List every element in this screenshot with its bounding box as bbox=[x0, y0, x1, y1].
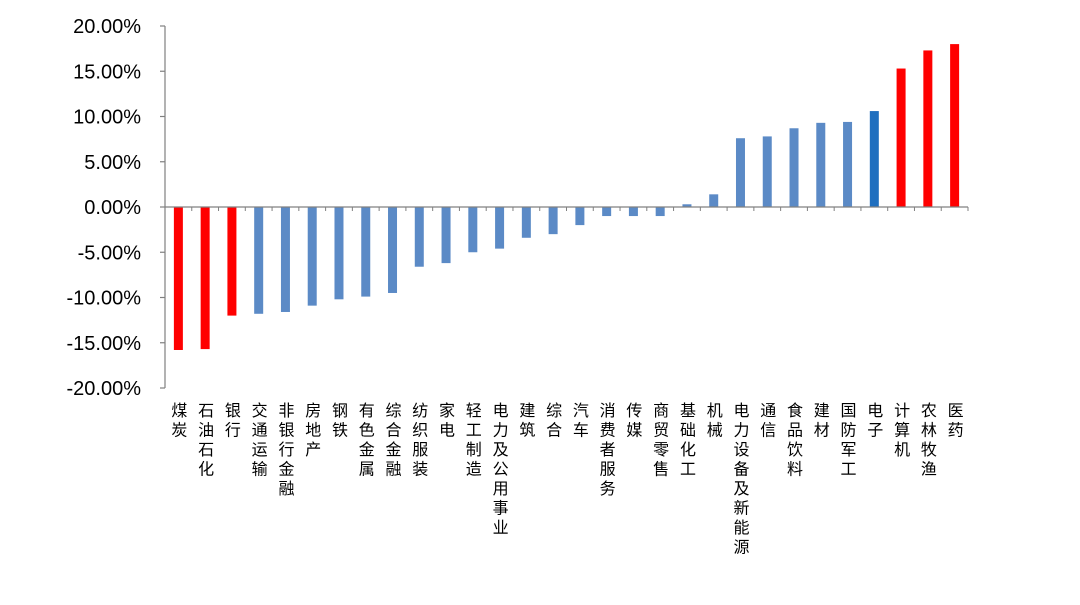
x-category-label: 通信 bbox=[760, 401, 776, 440]
y-tick-label: -5.00% bbox=[78, 242, 142, 264]
x-category-label: 基础化工 bbox=[680, 401, 696, 479]
bar-建筑 bbox=[521, 207, 531, 238]
bar-汽车 bbox=[575, 207, 585, 226]
x-category-label: 电力设备及新能源 bbox=[733, 401, 749, 557]
bar-消费者服务 bbox=[602, 207, 612, 217]
x-category-label: 建材 bbox=[814, 401, 830, 440]
bar-基础化工 bbox=[682, 204, 692, 207]
bar-煤炭 bbox=[173, 207, 183, 350]
bar-机械 bbox=[709, 194, 719, 207]
y-tick-label: -15.00% bbox=[67, 333, 142, 355]
x-category-label: 电力及公用事业 bbox=[493, 401, 509, 537]
x-category-label: 钢铁 bbox=[332, 401, 348, 440]
x-category-label: 石油石化 bbox=[198, 401, 214, 479]
bar-国防军工 bbox=[843, 121, 853, 207]
bar-电子 bbox=[869, 111, 879, 207]
bar-通信 bbox=[762, 136, 772, 207]
y-tick-label: -20.00% bbox=[67, 378, 142, 400]
bar-建材 bbox=[816, 122, 826, 207]
bar-医药 bbox=[950, 44, 960, 207]
x-category-label: 机械 bbox=[707, 401, 723, 440]
x-category-label: 农林牧渔 bbox=[921, 401, 937, 479]
x-category-label: 计算机 bbox=[894, 401, 910, 459]
x-category-label: 商贸零售 bbox=[653, 401, 669, 479]
y-tick-label: 10.00% bbox=[73, 107, 141, 129]
bar-传媒 bbox=[628, 207, 638, 217]
y-tick-label: -10.00% bbox=[67, 288, 142, 310]
x-category-label: 有色金属 bbox=[359, 401, 375, 479]
x-category-label: 轻工制造 bbox=[466, 401, 482, 479]
x-category-label: 纺织服装 bbox=[412, 401, 428, 479]
bar-钢铁 bbox=[334, 207, 344, 300]
bar-银行 bbox=[227, 207, 237, 316]
bar-房地产 bbox=[307, 207, 317, 306]
bar-农林牧渔 bbox=[923, 50, 933, 208]
x-category-label: 煤炭 bbox=[171, 401, 187, 440]
bars bbox=[173, 44, 960, 350]
y-tick-label: 5.00% bbox=[84, 152, 141, 174]
bar-石油石化 bbox=[200, 207, 210, 350]
bar-家电 bbox=[441, 207, 451, 264]
bar-电力设备及新能源 bbox=[735, 138, 745, 207]
axes bbox=[160, 25, 969, 389]
bar-综合金融 bbox=[388, 207, 398, 293]
bar-轻工制造 bbox=[468, 207, 478, 253]
bar-非银行金融 bbox=[280, 207, 290, 312]
x-category-label: 综合金融 bbox=[386, 401, 402, 479]
x-category-label: 汽车 bbox=[573, 401, 589, 440]
bar-有色金属 bbox=[361, 207, 371, 297]
x-category-label: 银行 bbox=[225, 401, 241, 440]
x-category-label: 家电 bbox=[439, 401, 455, 440]
bar-计算机 bbox=[896, 68, 906, 207]
bar-电力及公用事业 bbox=[495, 207, 505, 249]
x-axis-labels: 煤炭石油石化银行交通运输非银行金融房地产钢铁有色金属综合金融纺织服装家电轻工制造… bbox=[171, 401, 963, 557]
x-category-label: 食品饮料 bbox=[787, 401, 803, 479]
x-category-label: 综合 bbox=[546, 401, 562, 440]
y-tick-label: 0.00% bbox=[84, 197, 141, 219]
x-category-label: 传媒 bbox=[626, 401, 642, 440]
x-category-label: 房地产 bbox=[305, 401, 321, 459]
bar-纺织服装 bbox=[414, 207, 424, 267]
bar-综合 bbox=[548, 207, 558, 235]
x-category-label: 消费者服务 bbox=[600, 401, 616, 498]
x-category-label: 建筑 bbox=[519, 401, 535, 440]
x-category-label: 交通运输 bbox=[252, 401, 268, 479]
x-category-label: 国防军工 bbox=[841, 401, 857, 479]
x-category-label: 医药 bbox=[948, 401, 964, 440]
x-category-label: 电子 bbox=[867, 401, 883, 440]
bar-食品饮料 bbox=[789, 128, 799, 207]
y-tick-label: 20.00% bbox=[73, 16, 141, 38]
y-tick-label: 15.00% bbox=[73, 61, 141, 83]
bar-商贸零售 bbox=[655, 207, 665, 217]
bar-交通运输 bbox=[254, 207, 264, 314]
y-axis-ticks: 20.00% 15.00% 10.00% 5.00% 0.00% -5.00% -10.00… bbox=[67, 16, 142, 400]
x-category-label: 非银行金融 bbox=[278, 401, 294, 498]
